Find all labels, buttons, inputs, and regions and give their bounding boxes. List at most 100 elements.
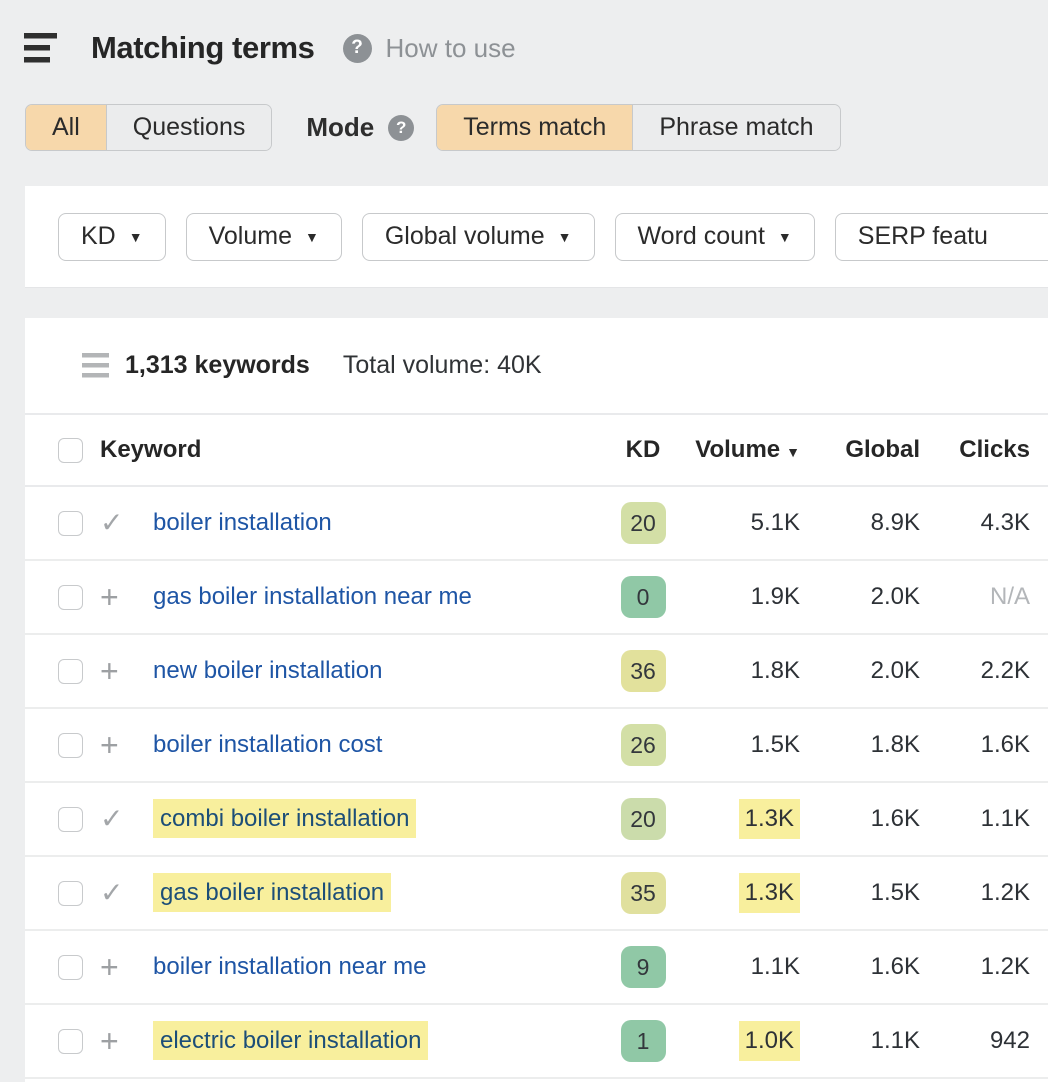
add-keyword-icon[interactable]: + [100,949,119,985]
kd-badge: 20 [620,502,666,544]
global-value: 8.9K [870,509,920,536]
table-row: + electric boiler installation 1 1.0K 1.1K 94… [25,1005,1048,1079]
clicks-value: 1.2K [980,953,1030,980]
menu-icon[interactable] [24,33,58,63]
filter-word-count[interactable]: Word count ▼ [614,212,815,261]
keyword-link[interactable]: electric boiler installation [153,1021,429,1060]
how-to-use-link[interactable]: How to use [385,32,516,63]
mode-help-icon[interactable]: ? [388,114,415,141]
clicks-value: 4.3K [980,509,1030,536]
volume-value: 1.0K [738,1021,800,1061]
select-all-checkbox[interactable] [58,437,83,463]
table-row: ✓ gas boiler installation 35 1.3K 1.5K 1.2K [25,857,1048,931]
keywords-count: 1,313 keywords [125,351,310,379]
chevron-down-icon: ▼ [304,228,319,245]
row-checkbox[interactable] [58,510,83,536]
keyword-link[interactable]: gas boiler installation near me [153,583,472,610]
mode-label: Mode [306,112,375,142]
kd-badge: 0 [620,576,666,618]
chevron-down-icon: ▼ [557,228,572,245]
tab-questions[interactable]: Questions [105,105,272,150]
volume-value: 1.9K [750,583,800,610]
row-checkbox[interactable] [58,732,83,758]
table-row: + gas boiler installation near me 0 1.9K 2.0… [25,561,1048,635]
filter-kd[interactable]: KD ▼ [58,212,166,261]
add-keyword-icon[interactable]: + [100,1023,119,1059]
row-checkbox[interactable] [58,584,83,610]
clicks-value: 2.2K [980,657,1030,684]
global-value: 1.1K [870,1027,920,1054]
global-value: 2.0K [870,583,920,610]
keyword-link[interactable]: boiler installation cost [153,731,383,758]
summary-row: 1,313 keywords Total volume: 40K [25,318,1048,415]
global-value: 1.6K [870,953,920,980]
tabs-row: All Questions Mode ? Terms match Phrase ma… [25,104,841,151]
add-keyword-icon[interactable]: + [100,727,119,763]
row-checkbox[interactable] [58,806,83,832]
global-value: 1.6K [870,805,920,832]
clicks-value: 1.1K [980,805,1030,832]
column-header-volume[interactable]: Volume ▼ [695,436,800,463]
volume-value: 1.8K [750,657,800,684]
check-icon[interactable]: ✓ [100,803,124,834]
clicks-value: 1.6K [980,731,1030,758]
table-row: + boiler installation cost 26 1.5K 1.8K 1.6K [25,709,1048,783]
clicks-value: 942 [989,1027,1030,1054]
column-header-kd[interactable]: KD [625,436,661,463]
mode-tabs: Terms match Phrase match [436,104,841,151]
tab-all[interactable]: All [26,105,106,150]
volume-value: 1.5K [750,731,800,758]
list-icon[interactable] [82,352,109,379]
table-row: ✓ boiler installation 20 5.1K 8.9K 4.3K [25,487,1048,561]
row-checkbox[interactable] [58,658,83,684]
table-body: ✓ boiler installation 20 5.1K 8.9K 4.3K + gas b… [25,487,1048,1079]
column-header-clicks[interactable]: Clicks [959,436,1030,463]
filter-volume[interactable]: Volume ▼ [185,212,342,261]
row-checkbox[interactable] [58,880,83,906]
chevron-down-icon: ▼ [128,228,143,245]
scope-tabs: All Questions [25,104,273,151]
table-row: ✓ combi boiler installation 20 1.3K 1.6K 1.1K [25,783,1048,857]
keyword-link[interactable]: new boiler installation [153,657,383,684]
kd-badge: 35 [620,872,666,914]
keyword-link[interactable]: boiler installation near me [153,953,427,980]
mode-tab-phrase-match[interactable]: Phrase match [632,105,840,150]
keyword-link[interactable]: combi boiler installation [153,799,417,838]
page-title: Matching terms [91,30,315,65]
table-row: + new boiler installation 36 1.8K 2.0K 2.2K [25,635,1048,709]
global-value: 1.8K [870,731,920,758]
keyword-link[interactable]: boiler installation [153,509,332,536]
chevron-down-icon: ▼ [777,228,792,245]
global-value: 1.5K [870,879,920,906]
kd-badge: 9 [620,946,666,988]
clicks-value: N/A [989,583,1030,610]
results-card: 1,313 keywords Total volume: 40K Keyword… [25,318,1048,1082]
check-icon[interactable]: ✓ [100,507,124,538]
help-icon[interactable]: ? [342,33,372,63]
volume-value: 1.3K [738,873,800,913]
volume-value: 1.1K [750,953,800,980]
clicks-value: 1.2K [980,879,1030,906]
column-header-global[interactable]: Global [845,436,920,463]
filter-serp-featu[interactable]: SERP featu [834,212,1048,261]
mode-tab-terms-match[interactable]: Terms match [437,105,633,150]
add-keyword-icon[interactable]: + [100,653,119,689]
kd-badge: 26 [620,724,666,766]
column-header-keyword: Keyword [100,436,202,463]
add-keyword-icon[interactable]: + [100,579,119,615]
row-checkbox[interactable] [58,1028,83,1054]
row-checkbox[interactable] [58,954,83,980]
app-header: Matching terms ? How to use [24,28,516,68]
total-volume: Total volume: 40K [342,351,542,379]
kd-badge: 1 [620,1020,666,1062]
kd-badge: 36 [620,650,666,692]
sort-desc-icon: ▼ [786,444,800,460]
global-value: 2.0K [870,657,920,684]
check-icon[interactable]: ✓ [100,877,124,908]
volume-value: 1.3K [738,799,800,839]
volume-value: 5.1K [750,509,800,536]
filter-bar: KD ▼ Volume ▼ Global volume ▼ Word count ▼ SERP … [25,186,1048,288]
filter-global-volume[interactable]: Global volume ▼ [361,212,595,261]
kd-badge: 20 [620,798,666,840]
keyword-link[interactable]: gas boiler installation [153,873,392,912]
